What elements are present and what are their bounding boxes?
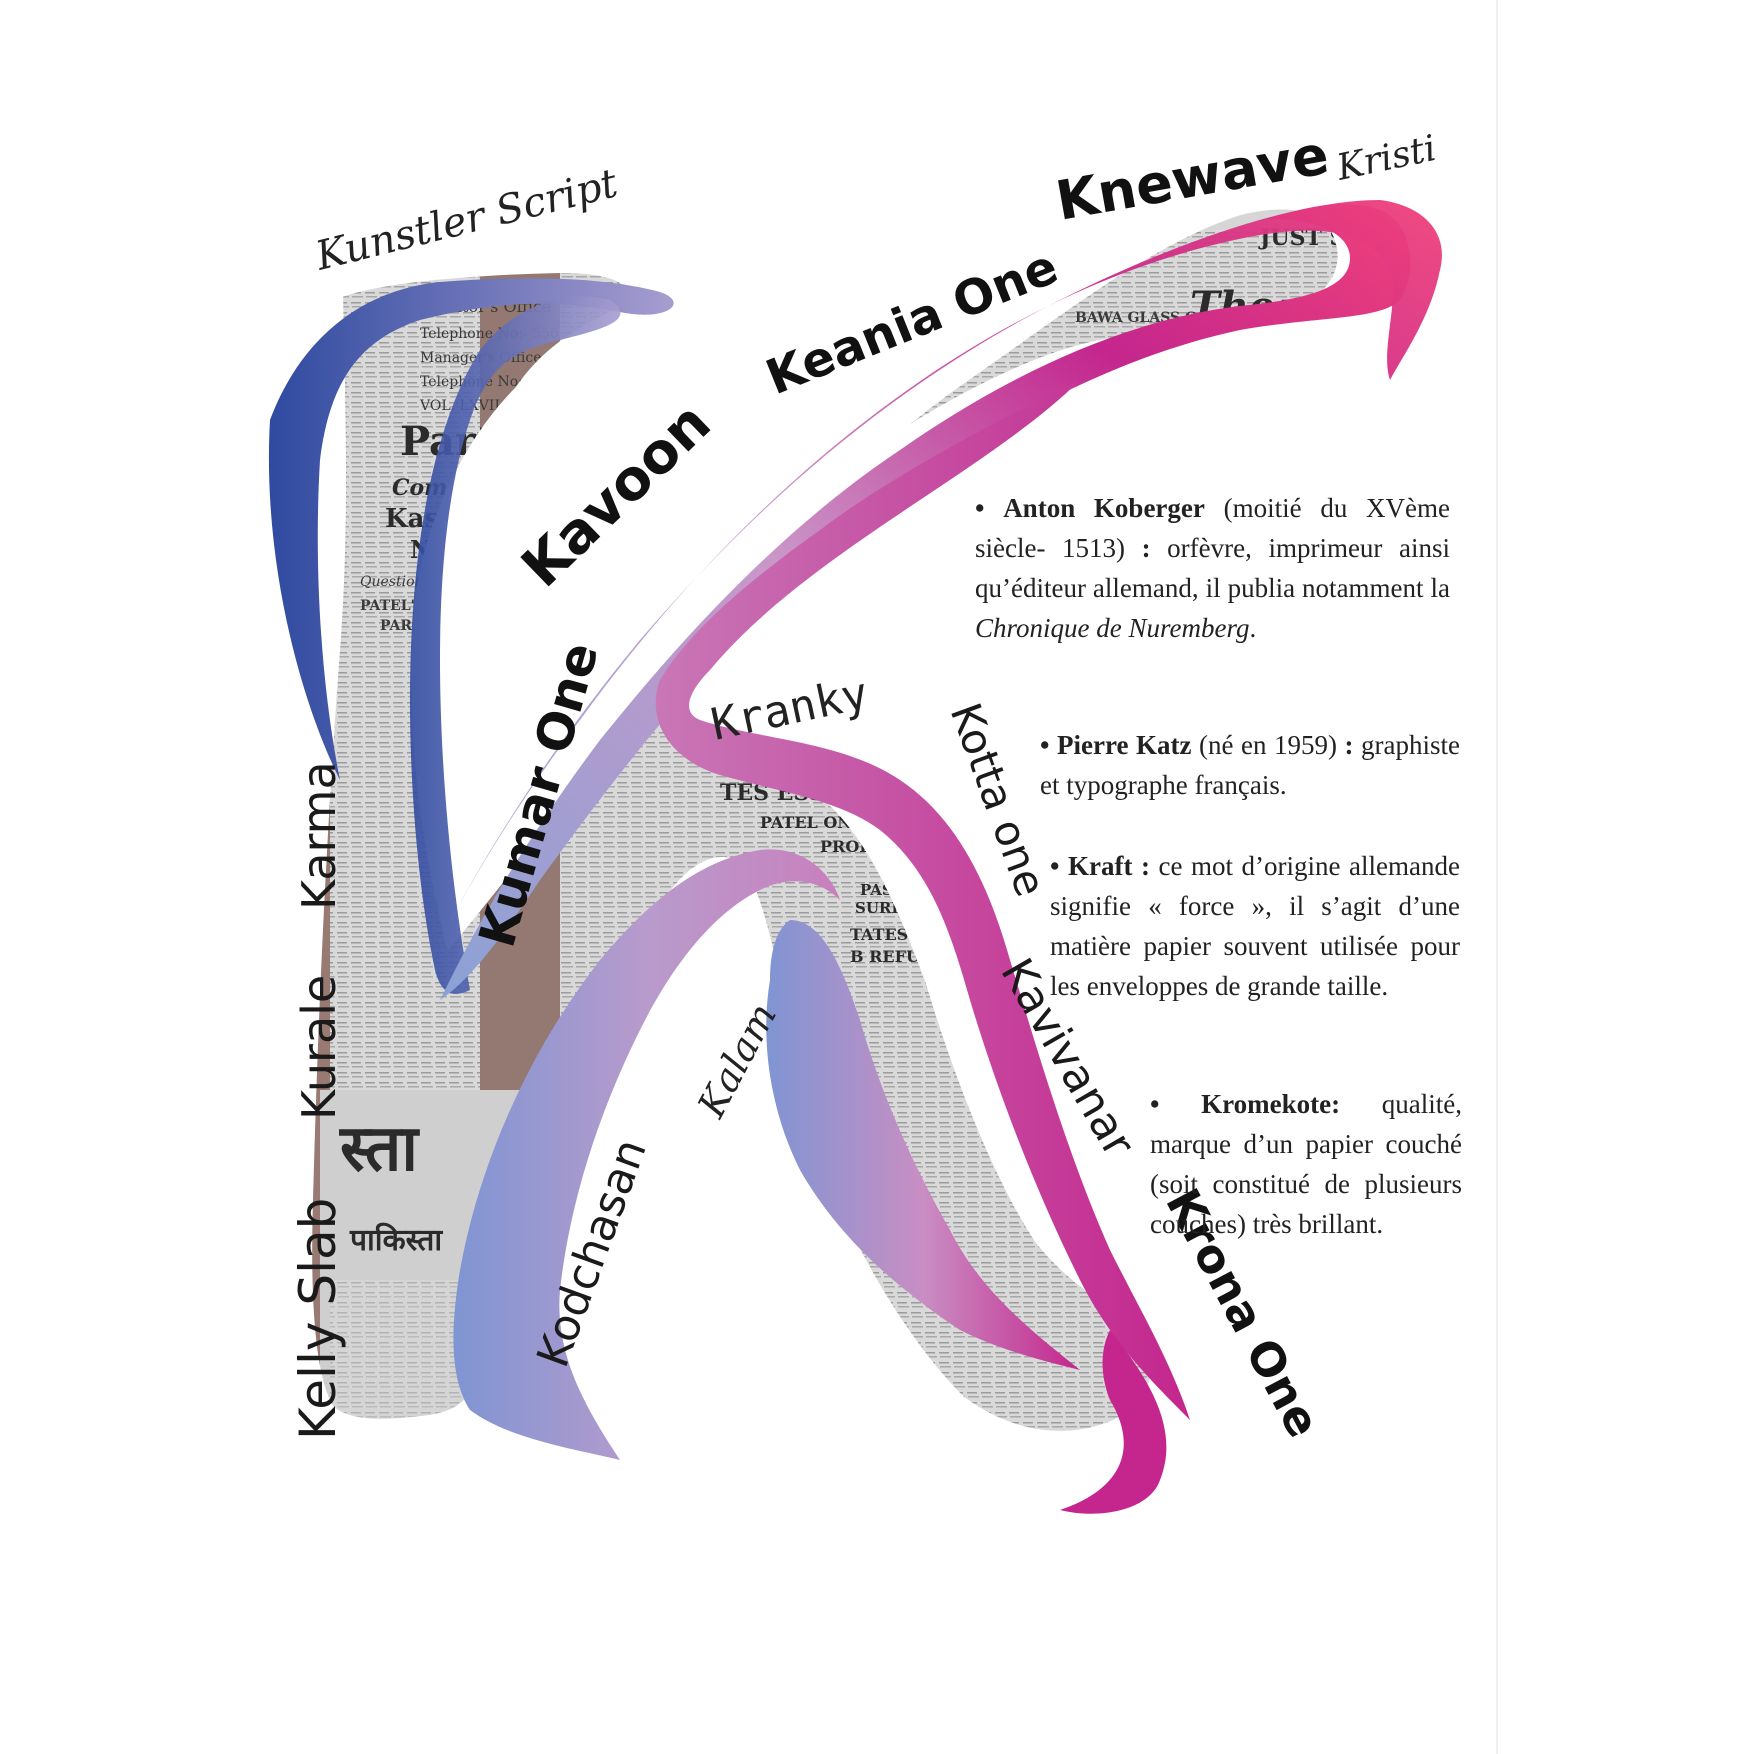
paper-refuge: B REFUGE	[850, 947, 946, 966]
note-colon: :	[1141, 533, 1151, 563]
lower-leg-inner-stroke	[766, 920, 1080, 1370]
note-detail: (né en 1959)	[1191, 730, 1345, 760]
note-detail: (moitié du XVème siècle- 1513)	[975, 493, 1451, 563]
paper-states: TATES OF	[850, 925, 940, 944]
note-bullet: •	[1150, 1089, 1160, 1119]
paper-hindi-1: स्ता	[339, 1111, 420, 1186]
note-anton-koberger: • Anton Koberger (moitié du XVème siècle…	[975, 488, 1450, 648]
label-kelly-slab: Kelly Slab	[289, 1198, 347, 1440]
note-pierre-katz: • Pierre Katz (né en 1959) : graphiste e…	[1040, 725, 1460, 805]
note-bullet: •	[1050, 851, 1060, 881]
note-text: qualité, marque d’un papier couché (soit…	[1150, 1089, 1462, 1239]
note-bullet: •	[1040, 730, 1050, 760]
note-kraft: • Kraft : ce mot d’origine allemande sig…	[1050, 846, 1460, 1006]
paper-hindi-2: पाकिस्ता	[349, 1222, 443, 1258]
label-kurale: Kurale	[292, 975, 346, 1120]
note-text: ce mot d’origine allemande signifie « fo…	[1050, 851, 1460, 1001]
note-kromekote: • Kromekote: qualité, marque d’un papier…	[1150, 1084, 1462, 1244]
note-name: Anton Koberger	[1003, 493, 1205, 523]
lower-leg-stroke	[453, 849, 840, 1460]
inner-hook-stroke	[655, 380, 1190, 1420]
foot-stroke	[1060, 1330, 1167, 1514]
label-kristi: Kristi	[1332, 128, 1439, 189]
note-end: .	[1249, 613, 1257, 643]
note-text: orfèvre, imprimeur ainsi qu’éditeur alle…	[975, 533, 1450, 603]
note-colon: :	[1344, 730, 1354, 760]
label-kunstler-script: Kunstler Script	[310, 160, 623, 280]
note-name: Kraft :	[1067, 851, 1150, 881]
note-name: Pierre Katz	[1056, 730, 1192, 760]
paper-question: Question To B	[360, 574, 459, 590]
note-name: Kromekote:	[1201, 1089, 1341, 1119]
page-edge-line	[1496, 0, 1498, 1754]
inner-lavender-stroke	[410, 296, 621, 994]
label-karma: Karma	[292, 761, 346, 910]
note-text: graphiste et typographe français.	[1040, 730, 1460, 800]
label-kavoon: Kavoon	[510, 390, 724, 600]
note-bullet: •	[975, 493, 985, 523]
note-title: Chronique de Nuremberg	[975, 613, 1250, 643]
label-kranky: Kranky	[707, 668, 873, 751]
